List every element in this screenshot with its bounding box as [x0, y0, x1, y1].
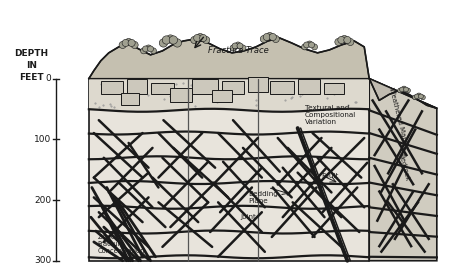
- Circle shape: [230, 45, 236, 51]
- Circle shape: [235, 42, 241, 48]
- Polygon shape: [248, 77, 268, 92]
- Circle shape: [141, 48, 146, 54]
- Circle shape: [301, 44, 308, 50]
- Text: 0: 0: [46, 74, 51, 83]
- Circle shape: [269, 33, 276, 41]
- Circle shape: [237, 43, 243, 49]
- Text: 100: 100: [34, 135, 51, 144]
- Circle shape: [169, 36, 178, 44]
- Circle shape: [420, 95, 425, 100]
- Polygon shape: [369, 79, 437, 108]
- Polygon shape: [212, 90, 232, 102]
- Polygon shape: [192, 79, 218, 95]
- Polygon shape: [325, 82, 345, 95]
- Polygon shape: [121, 93, 138, 105]
- Circle shape: [240, 45, 246, 51]
- Polygon shape: [89, 38, 369, 79]
- Circle shape: [304, 42, 310, 48]
- Text: Fracture Trace: Fracture Trace: [208, 46, 268, 55]
- Circle shape: [232, 43, 238, 49]
- Circle shape: [406, 88, 410, 93]
- Circle shape: [404, 87, 409, 92]
- Circle shape: [344, 36, 351, 44]
- Polygon shape: [89, 79, 369, 261]
- Circle shape: [341, 35, 348, 42]
- Circle shape: [147, 46, 154, 52]
- Circle shape: [266, 33, 273, 40]
- Circle shape: [417, 93, 421, 98]
- Circle shape: [412, 95, 417, 100]
- Circle shape: [166, 35, 174, 43]
- Circle shape: [272, 35, 279, 42]
- Circle shape: [143, 46, 148, 52]
- Polygon shape: [298, 79, 319, 95]
- Circle shape: [197, 33, 204, 41]
- Circle shape: [311, 44, 318, 50]
- Text: Bedrock: Bedrock: [398, 153, 410, 182]
- Circle shape: [335, 38, 342, 45]
- Text: DEPTH
IN
FEET: DEPTH IN FEET: [14, 49, 48, 81]
- Circle shape: [400, 87, 404, 92]
- Circle shape: [125, 38, 132, 45]
- Circle shape: [347, 38, 354, 45]
- Circle shape: [191, 36, 198, 44]
- Text: Zone of
Fracture
Concentration: Zone of Fracture Concentration: [98, 234, 145, 254]
- Circle shape: [309, 42, 315, 48]
- Text: 300: 300: [34, 256, 51, 265]
- Polygon shape: [170, 89, 192, 102]
- Circle shape: [159, 39, 168, 47]
- Text: Bedding
Plane: Bedding Plane: [248, 192, 278, 204]
- Circle shape: [419, 94, 423, 99]
- Circle shape: [173, 39, 182, 47]
- Circle shape: [122, 39, 129, 47]
- Polygon shape: [222, 81, 244, 95]
- Circle shape: [131, 41, 138, 48]
- Circle shape: [398, 88, 402, 93]
- Polygon shape: [89, 49, 437, 108]
- Polygon shape: [369, 79, 437, 261]
- Circle shape: [263, 33, 270, 41]
- Circle shape: [128, 39, 135, 47]
- Polygon shape: [101, 81, 123, 95]
- Circle shape: [415, 94, 419, 99]
- Circle shape: [260, 35, 267, 42]
- Text: Textural and
Compositional
Variation: Textural and Compositional Variation: [305, 105, 356, 125]
- Text: Weathered Mantle: Weathered Mantle: [388, 87, 410, 150]
- Polygon shape: [89, 79, 369, 110]
- Text: Fault: Fault: [321, 173, 339, 179]
- Circle shape: [338, 36, 345, 44]
- Polygon shape: [270, 81, 294, 95]
- Circle shape: [401, 86, 406, 91]
- Circle shape: [307, 41, 312, 47]
- Circle shape: [119, 41, 126, 48]
- Polygon shape: [127, 79, 146, 95]
- Polygon shape: [151, 82, 174, 95]
- Circle shape: [151, 48, 156, 54]
- Circle shape: [146, 45, 152, 51]
- Circle shape: [162, 36, 171, 44]
- Text: 200: 200: [34, 196, 51, 204]
- Text: Joint: Joint: [240, 214, 256, 220]
- Circle shape: [200, 35, 207, 42]
- Circle shape: [202, 36, 210, 44]
- Circle shape: [194, 35, 201, 42]
